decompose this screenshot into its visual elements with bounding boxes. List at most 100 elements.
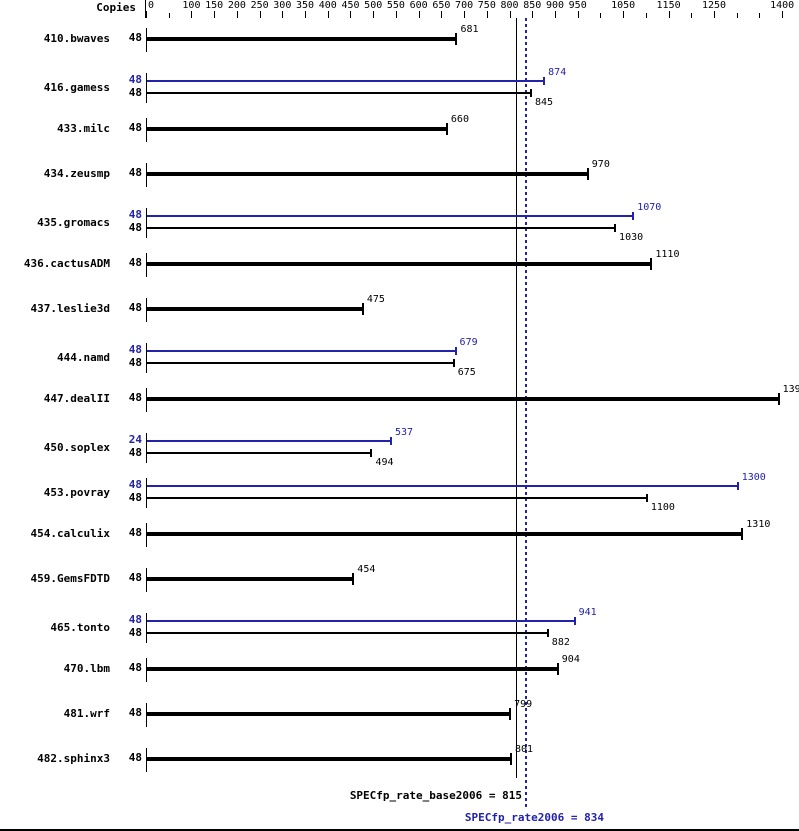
bar-end-cap	[452, 359, 455, 367]
copies-base: 48	[128, 121, 142, 134]
chart-row: 681	[146, 24, 799, 71]
copies-base: 48	[128, 446, 142, 459]
row-origin-tick	[146, 388, 147, 412]
bar-end-cap	[586, 168, 589, 180]
copies-base: 48	[128, 31, 142, 44]
bar-value-label: 1070	[637, 202, 662, 213]
copies-base: 48	[128, 301, 142, 314]
copies-base: 48	[128, 166, 142, 179]
axis-tick-label: 1250	[701, 0, 727, 11]
bar-end-cap	[390, 437, 393, 445]
chart-row: 799	[146, 699, 799, 746]
chart-row: 1310	[146, 519, 799, 566]
axis-tick-label: 650	[432, 0, 451, 11]
row-origin-tick	[146, 118, 147, 142]
bar-value-label: 1300	[741, 472, 766, 483]
bar-value-label: 941	[578, 607, 597, 618]
copies-peak: 48	[128, 208, 142, 221]
bar-value-label: 799	[514, 699, 533, 710]
bar-peak	[147, 215, 634, 217]
bar-base	[147, 397, 779, 401]
benchmark-name-444.namd: 444.namd	[57, 351, 110, 364]
axis-tick-label: 1400	[770, 0, 795, 11]
bar-end-cap	[454, 347, 457, 355]
copies-base: 48	[128, 256, 142, 269]
bar-value-label: 1030	[619, 232, 644, 243]
plot-area: 681 874 845 660 970 1070 1030 1110 475 679 675 1390…	[146, 18, 799, 810]
row-origin-tick	[146, 568, 147, 592]
bar-value-label: 1390	[782, 384, 799, 395]
axis-tick	[554, 11, 556, 18]
copies-base: 48	[128, 221, 142, 234]
copies-base: 48	[128, 86, 142, 99]
bar-value-label: 679	[459, 337, 478, 348]
bar-base	[147, 712, 511, 716]
footer-peak-summary: SPECfp_rate2006 = 834	[464, 811, 604, 824]
bar-base	[147, 497, 647, 499]
axis-tick-label: 200	[227, 0, 246, 11]
bar-value-label: 845	[534, 97, 554, 108]
axis-tick-label: 1050	[611, 0, 636, 11]
bar-base	[147, 307, 363, 311]
bar-base	[147, 757, 511, 761]
axis-tick	[191, 11, 193, 18]
copies-peak: 48	[128, 73, 142, 86]
bar-end-cap	[650, 258, 653, 270]
copies-base: 48	[128, 751, 142, 764]
chart-row: 904	[146, 654, 799, 701]
benchmark-name-434.zeusmp: 434.zeusmp	[43, 167, 110, 180]
row-origin-tick	[146, 703, 147, 727]
axis-tick	[486, 11, 488, 18]
axis-tick	[736, 13, 738, 18]
axis-tick	[418, 11, 420, 18]
benchmark-name-453.povray: 453.povray	[43, 486, 110, 499]
bar-value-label: 1100	[650, 502, 675, 513]
axis-tick-label: 150	[205, 0, 224, 11]
benchmark-name-481.wrf: 481.wrf	[63, 707, 110, 720]
row-origin-tick	[146, 433, 147, 463]
benchmark-name-437.leslie3d: 437.leslie3d	[30, 302, 110, 315]
bar-base	[147, 632, 548, 634]
benchmark-name-470.lbm: 470.lbm	[63, 662, 110, 675]
bar-end-cap	[445, 123, 448, 135]
axis-tick-label: 750	[477, 0, 496, 11]
axis-tick-label: 550	[386, 0, 405, 11]
axis-tick-label: 950	[568, 0, 587, 11]
benchmark-name-482.sphinx3: 482.sphinx3	[37, 752, 110, 765]
benchmark-name-465.tonto: 465.tonto	[50, 621, 110, 634]
axis-tick	[305, 11, 307, 18]
axis-tick-label: 400	[318, 0, 337, 11]
axis-tick	[327, 11, 329, 18]
axis-tick-label: 350	[296, 0, 315, 11]
bar-value-label: 801	[514, 744, 534, 755]
benchmark-name-410.bwaves: 410.bwaves	[43, 32, 110, 45]
row-origin-tick	[146, 748, 147, 772]
axis-tick-label: 800	[500, 0, 519, 11]
copies-peak: 48	[128, 343, 142, 356]
bar-end-cap	[645, 494, 648, 502]
axis-tick	[668, 11, 670, 18]
axis-tick-label: 500	[364, 0, 383, 11]
axis-tick	[236, 11, 238, 18]
axis-tick	[168, 13, 170, 18]
axis-tick	[464, 11, 466, 18]
axis-tick-label: 600	[409, 0, 428, 11]
benchmark-name-450.soplex: 450.soplex	[43, 441, 110, 454]
chart-row: 1110	[146, 249, 799, 296]
bar-peak	[147, 620, 575, 622]
bar-value-label: 681	[460, 24, 479, 35]
chart-row: 679 675	[146, 337, 799, 386]
row-origin-tick	[146, 523, 147, 547]
bar-end-cap	[370, 449, 373, 457]
benchmark-name-433.milc: 433.milc	[57, 122, 110, 135]
bar-base	[147, 577, 354, 581]
axis-tick	[282, 11, 284, 18]
axis-tick-label: 100	[182, 0, 201, 11]
chart-row: 475	[146, 294, 799, 341]
bar-base	[147, 92, 531, 94]
bar-end-cap	[509, 708, 512, 720]
chart-row: 454	[146, 564, 799, 611]
chart-row: 660	[146, 114, 799, 161]
chart-row: 1070 1030	[146, 202, 799, 251]
benchmark-name-454.calculix: 454.calculix	[30, 527, 110, 540]
